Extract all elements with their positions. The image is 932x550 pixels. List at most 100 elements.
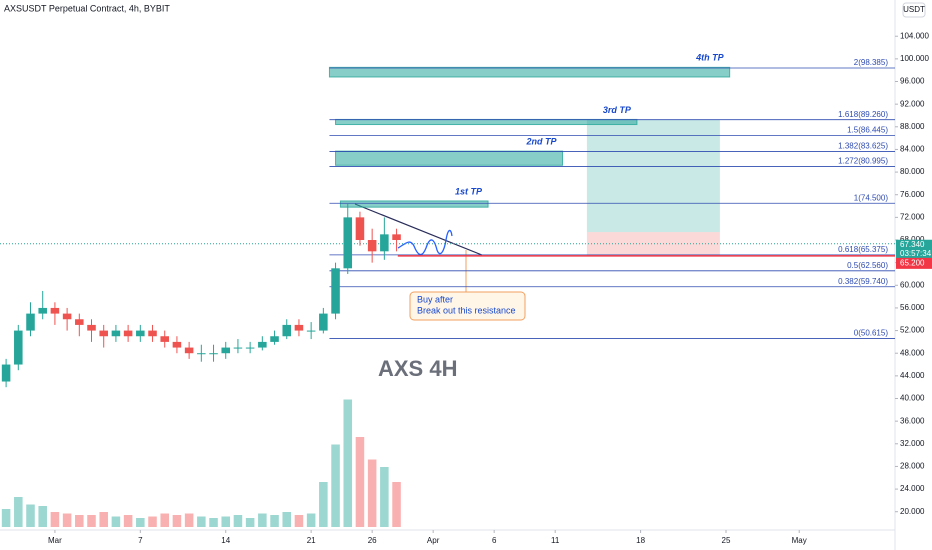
stop-price-box — [896, 257, 932, 269]
candle-body — [148, 330, 157, 337]
fib-label: 1.618(89.260) — [838, 110, 888, 119]
candle-body — [87, 324, 96, 331]
candle-body — [14, 330, 23, 365]
currency-button[interactable] — [902, 2, 926, 18]
volume-bar — [282, 512, 292, 527]
y-tick-label: 96.000 — [900, 77, 925, 86]
target-label: 1st TP — [455, 186, 483, 196]
volume-bar — [184, 513, 194, 527]
target-label: 2nd TP — [525, 137, 557, 147]
candle-body — [136, 330, 145, 337]
candle-body — [355, 217, 365, 241]
candle-body — [75, 319, 84, 325]
x-tick-label: 7 — [138, 536, 143, 545]
x-tick-label: 18 — [636, 536, 645, 545]
fib-label: 0(50.615) — [854, 329, 889, 338]
callout-box — [409, 291, 526, 321]
y-tick-label: 40.000 — [900, 394, 925, 403]
volume-bar — [1, 509, 11, 527]
volume-bar — [160, 513, 169, 527]
y-tick-label: 28.000 — [900, 462, 925, 471]
x-tick-label: 14 — [221, 536, 230, 545]
last-price-label: 67.340 — [900, 240, 925, 249]
volume-bar — [26, 504, 35, 527]
volume-bar — [392, 482, 401, 527]
candle-body — [331, 268, 340, 314]
y-tick-label: 88.000 — [900, 122, 925, 131]
position-profit — [586, 119, 720, 233]
volume-bar — [14, 497, 23, 527]
volume-bar — [355, 437, 365, 527]
candle-body — [319, 313, 328, 331]
volume-bar — [380, 467, 389, 527]
candle-body — [50, 307, 60, 314]
watermark: AXS 4H — [378, 356, 457, 381]
candle-body — [160, 336, 169, 342]
volume-bar — [75, 515, 84, 527]
candle-body — [184, 347, 194, 354]
y-tick-label: 104.000 — [900, 31, 929, 40]
x-tick-label: Apr — [427, 536, 440, 545]
x-tick-label: 26 — [368, 536, 377, 545]
y-tick-label: 60.000 — [900, 280, 925, 289]
fib-label: 2(98.385) — [854, 58, 889, 67]
y-tick-label: 36.000 — [900, 416, 925, 425]
y-tick-label: 80.000 — [900, 167, 925, 176]
chart-title: AXSUSDT Perpetual Contract, 4h, BYBIT — [4, 3, 170, 13]
candle-body — [1, 364, 11, 382]
last-price-box — [896, 239, 932, 260]
x-tick-label: 6 — [492, 536, 497, 545]
candle-body — [245, 347, 255, 349]
candle-body — [258, 341, 267, 348]
candle-body — [380, 234, 389, 252]
candle-body — [99, 330, 108, 337]
volume-bar — [123, 515, 133, 527]
volume-bar — [197, 516, 206, 527]
candle-body — [294, 324, 304, 331]
fib-label: 0.5(62.560) — [847, 261, 888, 270]
target-label: 4th TP — [695, 53, 724, 63]
y-tick-label: 20.000 — [900, 507, 925, 516]
volume-bar — [136, 518, 145, 527]
volume-bar — [331, 444, 340, 527]
volume-bar — [99, 512, 108, 527]
y-tick-label: 100.000 — [900, 54, 929, 63]
y-tick-label: 72.000 — [900, 212, 925, 221]
candle-body — [343, 217, 353, 269]
x-tick-label: 11 — [551, 536, 560, 545]
volume-bar — [172, 515, 182, 527]
x-tick-label: 25 — [722, 536, 731, 545]
currency-label: USDT — [903, 5, 925, 14]
wave-drawing — [397, 229, 453, 256]
volume-bar — [245, 518, 255, 527]
x-tick-label: 21 — [307, 536, 316, 545]
volume-bar — [270, 515, 279, 527]
fib-label: 1(74.500) — [854, 193, 889, 202]
volume-bar — [111, 516, 121, 527]
candle-body — [38, 307, 47, 314]
candle-body — [367, 240, 377, 252]
volume-bar — [367, 459, 377, 527]
candle-body — [197, 353, 206, 355]
candle-body — [392, 234, 401, 241]
callout-line: Break out this resistance — [417, 305, 516, 315]
candle-body — [26, 313, 35, 331]
x-tick-label: May — [792, 536, 807, 545]
x-tick-label: Mar — [48, 536, 62, 545]
candle-body — [270, 336, 279, 342]
y-tick-label: 84.000 — [900, 145, 925, 154]
candle-body — [233, 347, 243, 349]
fib-label: 1.272(80.995) — [838, 157, 888, 166]
y-tick-label: 44.000 — [900, 371, 925, 380]
target-label: 3rd TP — [603, 105, 632, 115]
position-loss — [586, 232, 720, 256]
volume-bar — [50, 512, 60, 527]
volume-bar — [148, 516, 157, 527]
candle-body — [123, 330, 133, 337]
y-tick-label: 92.000 — [900, 99, 925, 108]
volume-bar — [87, 515, 96, 527]
y-tick-label: 56.000 — [900, 303, 925, 312]
volume-bar — [306, 513, 316, 527]
